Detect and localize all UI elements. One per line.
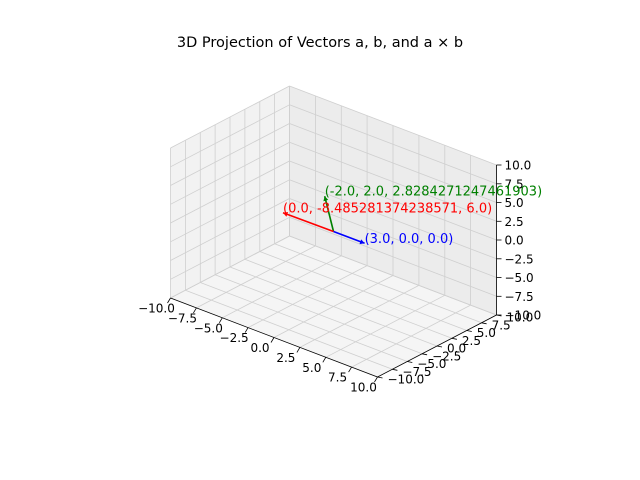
z-tick-label: 0.0	[505, 234, 524, 248]
y-tick-label: 5.0	[477, 326, 496, 340]
y-tick-label: 7.5	[492, 318, 511, 332]
vector-label: (0.0, -8.485281374238571, 6.0)	[283, 201, 492, 216]
gridline-y	[274, 243, 482, 324]
y-tick-mark	[422, 353, 428, 356]
x-tick-label: −5.0	[194, 321, 223, 335]
gridline-y	[229, 266, 438, 347]
gridline-z	[170, 160, 290, 224]
x-tick-mark	[270, 337, 275, 343]
gridline-z	[170, 141, 290, 205]
y-tick-mark	[377, 376, 383, 379]
vectors-layer: (-2.0, 2.0, 2.8284271247461903) (3.0, 0.0…	[282, 185, 542, 247]
z-tick-label: −2.5	[505, 252, 534, 266]
gridline-z	[289, 141, 497, 222]
z-tick-label: −5.0	[505, 271, 534, 285]
y-tick-label: −10.0	[388, 373, 425, 387]
gridline-z	[289, 123, 497, 203]
z-tick-label: 10.0	[505, 159, 532, 173]
gridline-z	[170, 123, 290, 186]
y-tick-label: 0.0	[447, 342, 466, 356]
vector-label: (-2.0, 2.0, 2.8284271247461903)	[325, 185, 542, 200]
x-tick-label: 0.0	[250, 341, 269, 355]
x-tick-label: 5.0	[302, 361, 321, 375]
vector-arrowhead	[359, 239, 365, 245]
z-tick-label: −7.5	[505, 290, 534, 304]
x-tick-mark	[218, 317, 223, 324]
z-tick-label: 5.0	[505, 196, 524, 210]
gridline-x	[299, 285, 420, 348]
vector-line	[333, 230, 365, 245]
axes-grid	[170, 85, 497, 378]
y-tick-label: −5.0	[417, 357, 446, 371]
x-tick-label: 2.5	[276, 351, 295, 365]
vector-line	[323, 196, 335, 232]
y-tick-mark	[392, 368, 398, 371]
gridline-z	[170, 104, 290, 168]
z-tick-label: −10.0	[505, 309, 542, 323]
y-tick-label: −7.5	[402, 365, 431, 379]
x-tick-mark	[167, 297, 171, 304]
chart-title: 3D Projection of Vectors a, b, and a × b	[176, 35, 464, 51]
x-tick-label: −2.5	[220, 331, 249, 345]
x-tick-mark	[244, 327, 249, 333]
gridline-x	[325, 294, 445, 358]
vector-arrowhead	[283, 212, 289, 217]
y-tick-mark	[466, 330, 472, 332]
gridline-z	[289, 85, 497, 166]
gridline-y	[289, 235, 497, 316]
x-tick-mark	[374, 376, 378, 383]
axes-ticks: −10.0−7.5−5.0−2.50.02.55.07.510.0−10.0−7…	[138, 159, 541, 395]
x-tick-mark	[296, 347, 301, 353]
vector-line	[282, 212, 334, 233]
z-tick-label: 2.5	[505, 215, 524, 229]
gridline-y	[244, 258, 453, 339]
x-tick-label: −10.0	[138, 302, 175, 316]
y-tick-label: −2.5	[432, 349, 461, 363]
gridline-z	[289, 160, 497, 241]
y-tick-label: 10.0	[507, 311, 534, 325]
y-tick-mark	[436, 345, 443, 348]
x-tick-label: 10.0	[350, 381, 377, 395]
x-tick-mark	[193, 307, 197, 314]
x-tick-label: −7.5	[168, 311, 197, 325]
gridline-z	[289, 104, 497, 185]
y-tick-label: 2.5	[462, 334, 481, 348]
y-tick-mark	[407, 361, 413, 363]
vector-label: (3.0, 0.0, 0.0)	[365, 232, 454, 247]
y-tick-mark	[451, 337, 457, 340]
x-tick-mark	[348, 366, 352, 373]
x-tick-mark	[322, 357, 327, 363]
y-tick-mark	[481, 322, 487, 325]
x-tick-label: 7.5	[328, 371, 347, 385]
z-tick-label: 7.5	[505, 177, 524, 191]
gridline-z	[170, 85, 290, 149]
gridline-x	[351, 304, 471, 368]
gridline-y	[259, 251, 467, 331]
vector-arrowhead	[323, 196, 329, 202]
